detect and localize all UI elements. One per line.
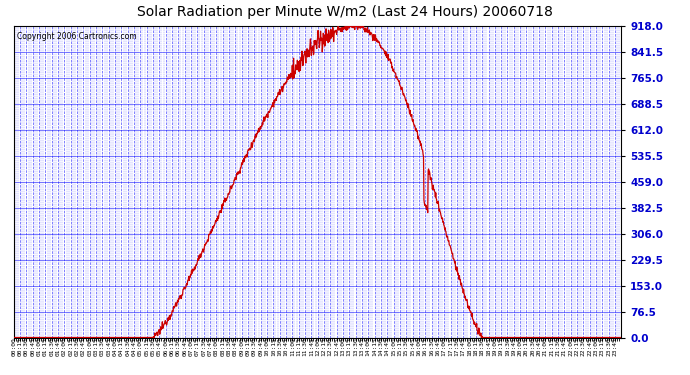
Text: 04:15: 04:15	[119, 338, 124, 356]
Text: 09:45: 09:45	[258, 338, 263, 356]
Text: 19:15: 19:15	[499, 338, 504, 356]
Text: 05:00: 05:00	[138, 338, 143, 356]
Text: 23:15: 23:15	[600, 338, 605, 356]
Text: 19:00: 19:00	[493, 338, 497, 356]
Text: 01:00: 01:00	[37, 338, 41, 356]
Text: 21:15: 21:15	[549, 338, 554, 356]
Text: 03:30: 03:30	[100, 338, 105, 356]
Text: 12:45: 12:45	[334, 338, 339, 356]
Text: 01:45: 01:45	[56, 338, 61, 356]
Text: 05:30: 05:30	[150, 338, 155, 356]
Text: 13:30: 13:30	[353, 338, 358, 356]
Text: 19:30: 19:30	[505, 338, 510, 356]
Text: 00:45: 00:45	[30, 338, 35, 356]
Text: 08:15: 08:15	[220, 338, 225, 356]
Text: 05:15: 05:15	[144, 338, 149, 356]
Text: 02:30: 02:30	[75, 338, 79, 356]
Text: 22:45: 22:45	[587, 338, 592, 356]
Text: 16:15: 16:15	[423, 338, 428, 356]
Text: 02:00: 02:00	[62, 338, 67, 356]
Text: 09:30: 09:30	[252, 338, 257, 356]
Text: 06:30: 06:30	[176, 338, 181, 356]
Text: 07:30: 07:30	[201, 338, 206, 356]
Text: 11:00: 11:00	[290, 338, 295, 356]
Text: 04:30: 04:30	[125, 338, 130, 356]
Text: 11:15: 11:15	[296, 338, 301, 356]
Text: 20:15: 20:15	[524, 338, 529, 356]
Text: 14:30: 14:30	[378, 338, 384, 356]
Text: 03:00: 03:00	[87, 338, 92, 356]
Text: 23:30: 23:30	[607, 338, 611, 356]
Text: 17:30: 17:30	[454, 338, 460, 356]
Text: 12:00: 12:00	[315, 338, 320, 356]
Text: 02:45: 02:45	[81, 338, 86, 356]
Text: 18:00: 18:00	[467, 338, 472, 356]
Text: 18:45: 18:45	[486, 338, 491, 356]
Text: 10:15: 10:15	[270, 338, 276, 356]
Text: 21:45: 21:45	[562, 338, 567, 356]
Text: 21:30: 21:30	[555, 338, 561, 356]
Text: 07:15: 07:15	[195, 338, 200, 356]
Text: 03:15: 03:15	[94, 338, 99, 356]
Text: 21:00: 21:00	[543, 338, 548, 356]
Text: 13:45: 13:45	[359, 338, 364, 356]
Text: Solar Radiation per Minute W/m2 (Last 24 Hours) 20060718: Solar Radiation per Minute W/m2 (Last 24…	[137, 5, 553, 19]
Text: 00:30: 00:30	[24, 338, 29, 356]
Text: 09:00: 09:00	[239, 338, 244, 356]
Text: 18:30: 18:30	[480, 338, 484, 356]
Text: 17:45: 17:45	[461, 338, 466, 356]
Text: 15:00: 15:00	[391, 338, 396, 356]
Text: 09:15: 09:15	[246, 338, 250, 356]
Text: 05:45: 05:45	[157, 338, 162, 356]
Text: 15:15: 15:15	[397, 338, 402, 356]
Text: 16:00: 16:00	[416, 338, 422, 356]
Text: 08:45: 08:45	[233, 338, 238, 356]
Text: 15:45: 15:45	[410, 338, 415, 356]
Text: Copyright 2006 Cartronics.com: Copyright 2006 Cartronics.com	[17, 33, 137, 42]
Text: 13:15: 13:15	[347, 338, 352, 356]
Text: 19:45: 19:45	[511, 338, 516, 356]
Text: 01:15: 01:15	[43, 338, 48, 356]
Text: 22:00: 22:00	[569, 338, 573, 356]
Text: 14:45: 14:45	[385, 338, 390, 356]
Text: 20:45: 20:45	[537, 338, 542, 356]
Text: 15:30: 15:30	[404, 338, 408, 356]
Text: 23:45: 23:45	[613, 338, 618, 356]
Text: 03:45: 03:45	[106, 338, 111, 356]
Text: 06:45: 06:45	[182, 338, 187, 356]
Text: 11:45: 11:45	[309, 338, 314, 356]
Text: 17:15: 17:15	[448, 338, 453, 356]
Text: 20:00: 20:00	[518, 338, 522, 356]
Text: 18:15: 18:15	[473, 338, 478, 356]
Text: 07:00: 07:00	[188, 338, 193, 356]
Text: 22:15: 22:15	[575, 338, 580, 356]
Text: 14:00: 14:00	[366, 338, 371, 356]
Text: 10:30: 10:30	[277, 338, 282, 356]
Text: 04:45: 04:45	[132, 338, 137, 356]
Text: 11:30: 11:30	[302, 338, 308, 356]
Text: 01:30: 01:30	[49, 338, 55, 356]
Text: 16:45: 16:45	[435, 338, 440, 356]
Text: 22:30: 22:30	[581, 338, 586, 356]
Text: 16:30: 16:30	[429, 338, 434, 356]
Text: 12:15: 12:15	[322, 338, 326, 356]
Text: 17:00: 17:00	[442, 338, 446, 356]
Text: 02:15: 02:15	[68, 338, 73, 356]
Text: 06:15: 06:15	[170, 338, 175, 356]
Text: 12:30: 12:30	[328, 338, 333, 356]
Text: 00:15: 00:15	[18, 338, 23, 356]
Text: 23:00: 23:00	[593, 338, 599, 356]
Text: 08:30: 08:30	[226, 338, 232, 356]
Text: 06:00: 06:00	[164, 338, 168, 356]
Text: 10:00: 10:00	[264, 338, 270, 356]
Text: 20:30: 20:30	[531, 338, 535, 356]
Text: 00:00: 00:00	[11, 338, 17, 356]
Text: 10:45: 10:45	[284, 338, 288, 356]
Text: 04:00: 04:00	[112, 338, 117, 356]
Text: 07:45: 07:45	[208, 338, 213, 356]
Text: 08:00: 08:00	[214, 338, 219, 356]
Text: 13:00: 13:00	[340, 338, 346, 356]
Text: 14:15: 14:15	[372, 338, 377, 356]
